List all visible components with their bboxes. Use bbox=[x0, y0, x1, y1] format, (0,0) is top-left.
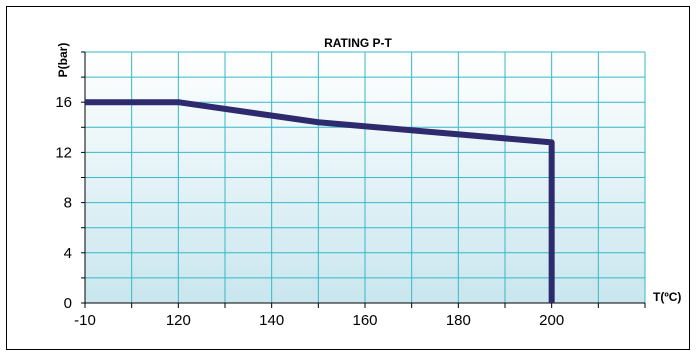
grid bbox=[85, 51, 646, 303]
x-tick-label: 140 bbox=[259, 312, 284, 329]
x-tick-label: 200 bbox=[539, 312, 564, 329]
x-tick-label: -10 bbox=[74, 312, 96, 329]
ticks: 0 4 8 12 16 -10 120 140 160 180 200 bbox=[55, 51, 646, 329]
y-tick-label: 8 bbox=[64, 195, 72, 212]
x-tick-label: 180 bbox=[446, 312, 471, 329]
series-line bbox=[85, 99, 555, 303]
y-tick-label: 12 bbox=[55, 144, 72, 161]
x-axis-label: T(ºC) bbox=[653, 290, 681, 304]
y-tick-label: 0 bbox=[64, 295, 72, 312]
chart-title: RATING P-T bbox=[324, 36, 392, 50]
y-axis-label: P(bar) bbox=[56, 43, 70, 78]
series-layer bbox=[85, 99, 555, 303]
y-tick-label: 4 bbox=[64, 245, 72, 262]
y-tick-label: 16 bbox=[55, 94, 72, 111]
x-tick-label: 160 bbox=[352, 312, 377, 329]
x-tick-label: 120 bbox=[166, 312, 191, 329]
